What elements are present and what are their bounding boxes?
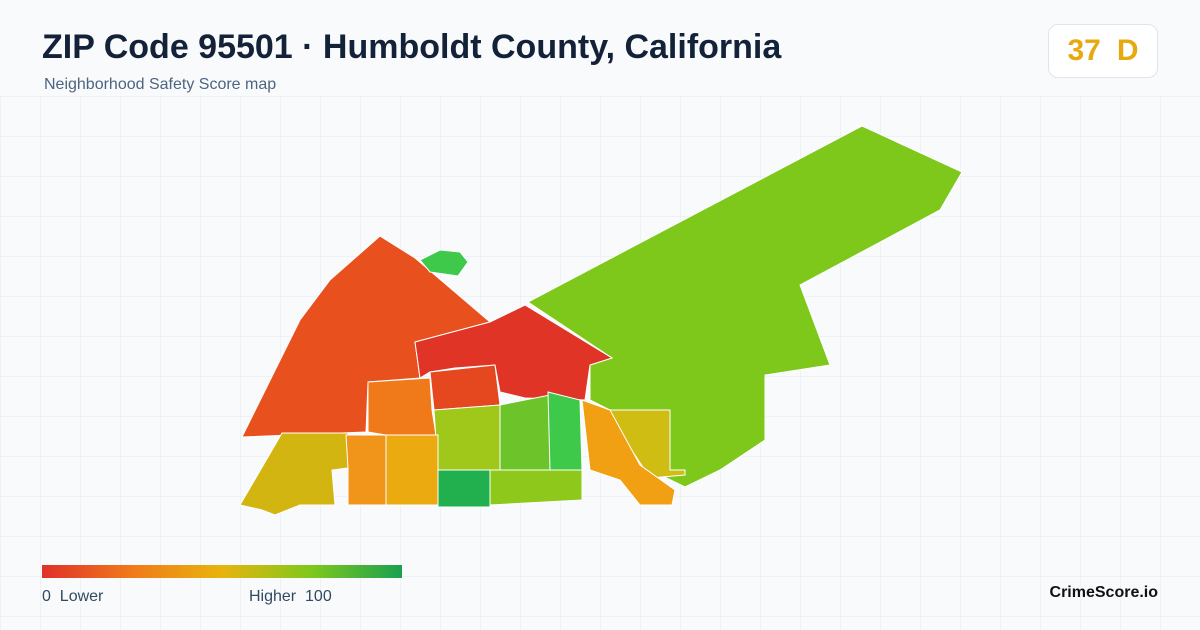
legend-bar [42,565,402,578]
legend-max: 100 [305,588,332,605]
legend-low: 0 Lower [42,588,103,606]
score-badge: 37 D [1048,24,1158,78]
region [437,469,491,508]
regions [239,125,963,516]
region [367,377,437,436]
title: ZIP Code 95501 · Humboldt County, Califo… [42,28,782,66]
region [419,249,469,277]
region [385,434,439,506]
region [429,364,501,411]
score: 37 [1067,34,1101,67]
brand: CrimeScore.io [1049,584,1158,601]
legend-min-label: Lower [59,588,104,605]
region [433,404,501,471]
subtitle: Neighborhood Safety Score map [44,76,277,93]
grade: D [1116,34,1139,67]
region [345,434,387,506]
legend-min: 0 [42,588,51,605]
legend-high: Higher 100 [249,588,332,606]
region [527,125,963,488]
region [581,399,676,506]
region [499,394,551,471]
region [547,391,583,471]
legend-max-label: Higher [249,588,297,605]
region [489,469,583,506]
